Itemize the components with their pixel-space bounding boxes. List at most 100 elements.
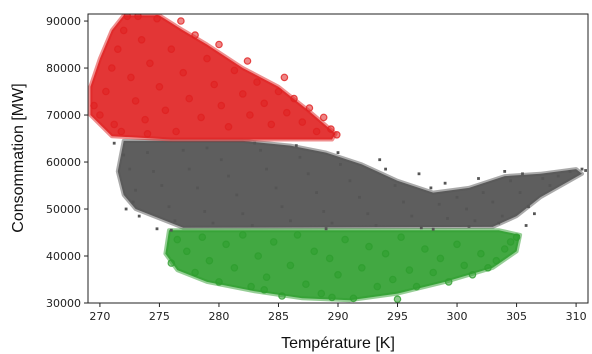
data-point [506,238,515,246]
data-point [319,113,328,122]
data-point [467,225,471,228]
data-point [436,254,445,263]
y-axis-label: Consommation [MW] [10,83,27,232]
data-point [239,90,247,98]
data-point [500,214,504,218]
data-point [293,231,302,239]
data-point [260,99,269,108]
data-point [110,120,119,129]
cluster-region [115,138,584,230]
data-point [527,205,530,209]
data-point [477,249,485,258]
data-point [322,210,326,213]
data-point [334,270,342,279]
data-point [431,227,435,231]
data-point [262,273,271,282]
data-point [160,184,164,187]
data-point [306,172,310,176]
data-point [230,66,239,75]
data-point [533,212,536,216]
x-axis-ticks: 270 275 280 285 290 295 300 305 310 [89,303,587,323]
data-point [239,231,247,239]
data-point [286,261,295,270]
data-point [183,247,191,256]
data-point [384,167,387,171]
data-point [315,191,318,194]
data-point [219,158,223,162]
data-point [246,111,254,119]
data-point [512,233,521,242]
data-point [134,14,142,21]
data-point [259,148,262,152]
data-point [122,153,126,157]
data-point [227,174,230,178]
data-point [191,268,199,277]
data-point [280,73,289,82]
data-point [465,207,468,211]
data-point [141,115,149,124]
data-point [146,151,149,154]
data-point [332,131,341,139]
x-tick-label: 305 [506,310,527,323]
data-point [330,221,334,225]
data-point [429,268,438,277]
data-point [197,113,205,122]
data-point [196,186,199,190]
data-point [137,214,141,218]
x-tick-label: 280 [208,310,229,323]
x-tick-label: 275 [149,310,170,323]
data-point [325,254,334,263]
data-point [419,226,423,230]
data-point [393,295,402,303]
data-point [137,35,146,44]
data-point [294,144,298,147]
data-point [254,252,263,260]
cluster-region [88,14,338,142]
data-point [102,87,110,96]
data-point [481,191,485,194]
data-point [397,233,405,242]
data-point [455,195,459,199]
data-point [155,83,164,91]
data-point [253,141,257,145]
y-tick-label: 60000 [46,156,81,169]
data-point [302,280,310,289]
data-point [211,221,215,225]
data-point [524,224,528,227]
data-point [278,292,286,300]
data-point [289,219,292,223]
data-point [127,73,135,82]
data-point [114,45,122,54]
data-point [310,247,319,256]
data-point [172,127,180,136]
data-point [123,14,132,21]
data-point [146,59,154,68]
data-point [584,169,587,172]
data-point [298,155,302,159]
data-point [378,158,382,162]
data-point [312,127,321,136]
data-point [518,191,522,194]
data-point [90,101,98,110]
data-point [336,151,340,154]
data-point [317,289,326,298]
data-point [443,181,447,185]
y-tick-label: 50000 [46,203,81,216]
y-tick-label: 90000 [46,15,81,28]
data-point [143,130,152,138]
data-point [348,179,352,183]
data-point [328,293,336,302]
data-point [173,219,177,223]
data-point [580,167,584,171]
data-point [341,235,349,244]
data-point [541,177,545,180]
data-point [412,282,421,291]
data-point [290,94,298,103]
data-point [374,224,378,227]
data-point [410,214,414,218]
data-point [253,78,261,86]
data-point [173,235,182,244]
data-point [203,210,207,213]
data-point [152,170,155,173]
data-point [357,263,366,272]
